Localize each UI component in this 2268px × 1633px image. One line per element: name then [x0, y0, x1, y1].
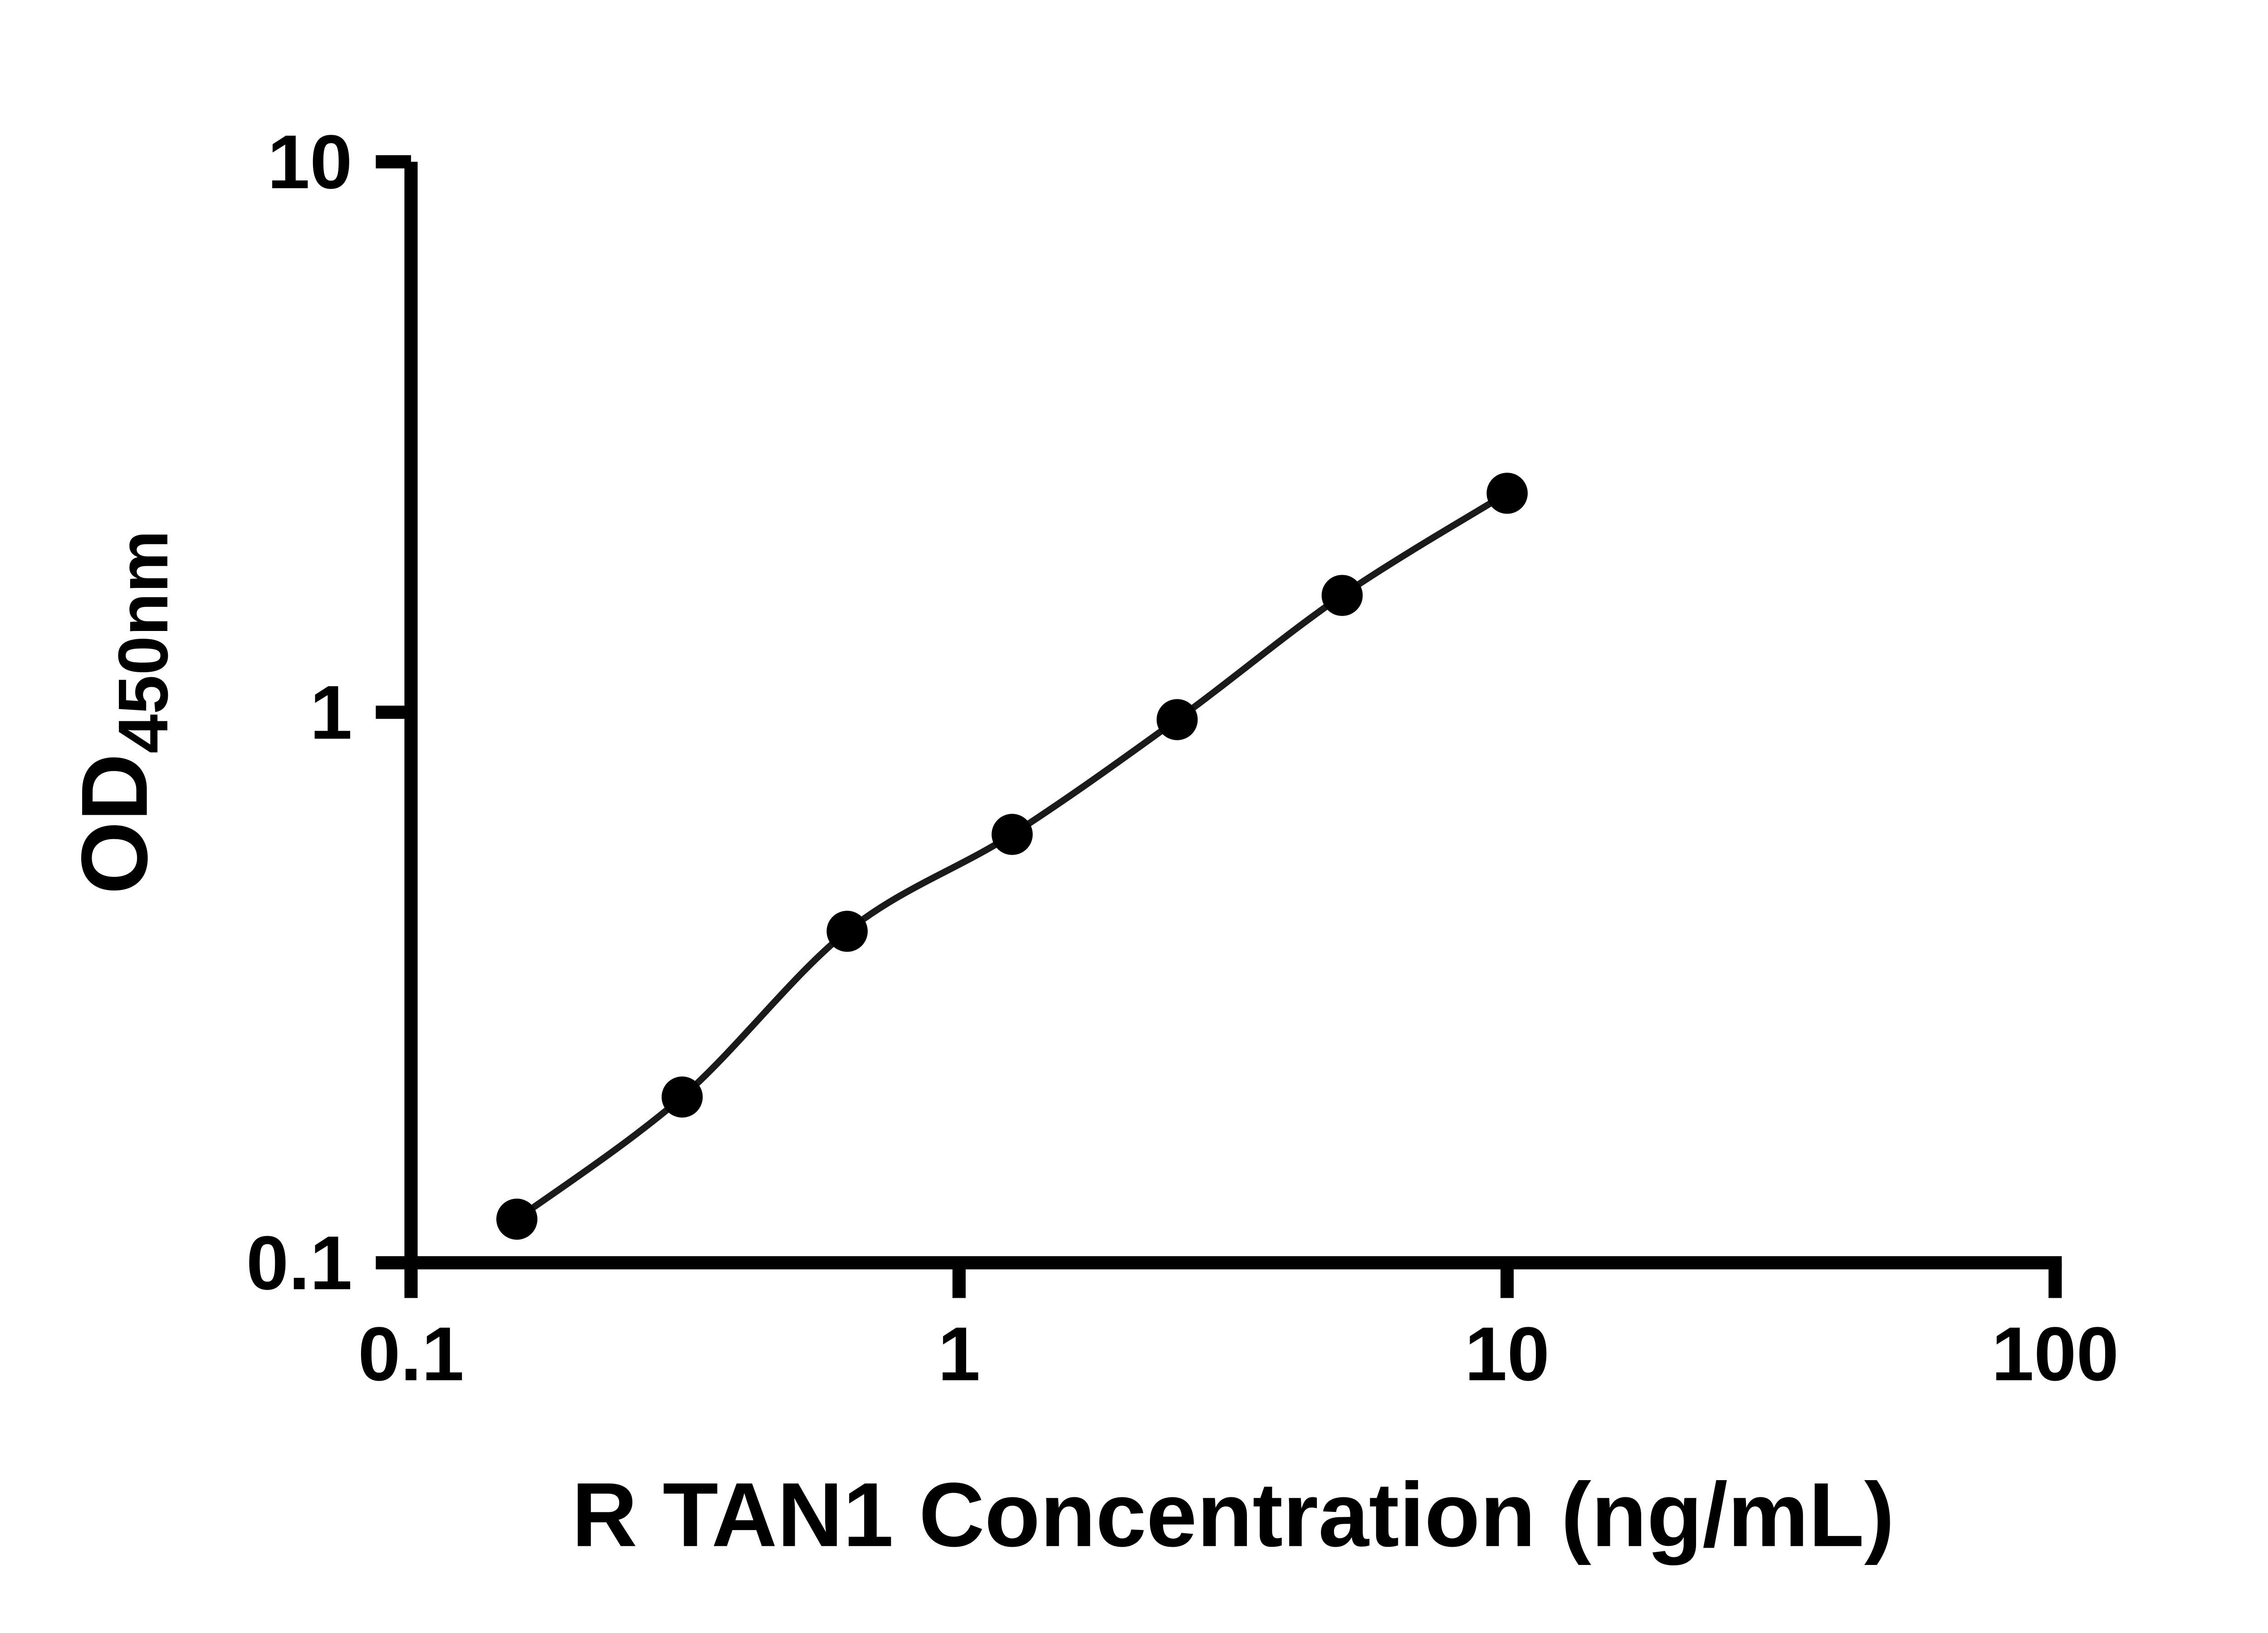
x-axis-title: R TAN1 Concentration (ng/mL) — [572, 1463, 1894, 1565]
y-axis-title-subscript: 450nm — [103, 530, 182, 753]
data-point — [1486, 473, 1528, 514]
y-tick-label: 10 — [268, 119, 352, 205]
y-axis-title-main: OD — [62, 753, 167, 895]
data-point — [661, 1076, 703, 1118]
axes: 0.1 1 10 100 0.1 1 10 — [246, 119, 2119, 1397]
data-point — [992, 814, 1033, 855]
axis-spines — [404, 161, 2062, 1270]
data-point — [826, 910, 868, 952]
data-point — [1156, 699, 1198, 740]
data-point — [1321, 575, 1363, 616]
y-axis-title: OD450nm — [62, 530, 182, 895]
x-tick-label: 1 — [938, 1311, 981, 1397]
x-tick-label: 0.1 — [358, 1311, 464, 1397]
y-tick-label: 1 — [310, 670, 352, 755]
y-tick-label: 0.1 — [246, 1220, 352, 1305]
x-tick-label: 10 — [1465, 1311, 1549, 1397]
data-point — [496, 1198, 538, 1240]
x-tick-label: 100 — [1991, 1311, 2119, 1397]
plot-series — [496, 473, 1528, 1240]
